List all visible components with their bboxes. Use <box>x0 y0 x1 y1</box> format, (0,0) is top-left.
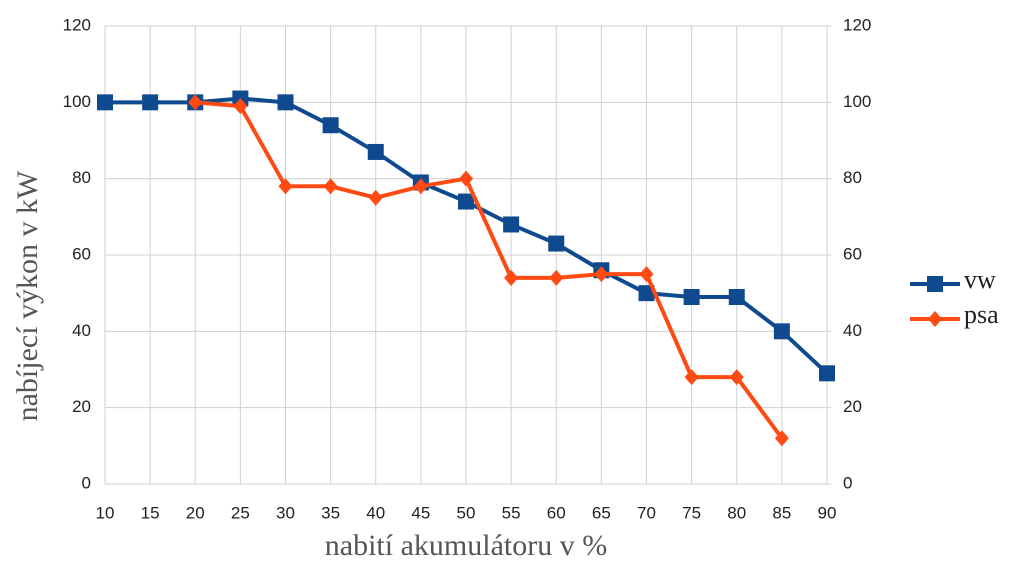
legend-label: vw <box>964 265 996 294</box>
x-tick-label: 90 <box>818 503 837 522</box>
y2-tick-label: 60 <box>843 244 862 263</box>
data-point <box>684 369 699 386</box>
y-tick-label: 0 <box>82 473 91 492</box>
data-point <box>278 178 293 195</box>
data-point <box>774 430 789 447</box>
y2-tick-label: 0 <box>843 473 852 492</box>
y-tick-label: 100 <box>63 92 91 111</box>
x-tick-label: 45 <box>411 503 430 522</box>
x-tick-label: 65 <box>592 503 611 522</box>
y-tick-label: 20 <box>72 397 91 416</box>
y-axis-label: nabíjecí výkon v kW <box>11 170 44 421</box>
x-tick-label: 60 <box>547 503 566 522</box>
data-point <box>503 216 520 233</box>
y2-tick-label: 120 <box>843 15 871 34</box>
data-point <box>549 269 564 286</box>
data-point <box>458 193 474 210</box>
x-tick-label: 15 <box>141 503 160 522</box>
data-point <box>459 170 473 187</box>
x-tick-label: 70 <box>637 503 656 522</box>
data-point <box>773 323 790 340</box>
x-tick-label: 30 <box>276 503 295 522</box>
x-tick-label: 75 <box>682 503 701 522</box>
data-point <box>728 288 745 305</box>
data-point <box>142 94 159 111</box>
x-tick-label: 50 <box>457 503 476 522</box>
legend-marker <box>927 276 943 292</box>
x-tick-label: 35 <box>321 503 340 522</box>
data-point <box>683 288 700 305</box>
x-tick-label: 25 <box>231 503 250 522</box>
data-point <box>97 94 113 111</box>
data-point <box>548 235 565 252</box>
series-line <box>195 100 784 440</box>
legend-label: psa <box>964 300 999 329</box>
x-tick-label: 85 <box>772 503 791 522</box>
data-point <box>367 143 384 160</box>
legend-marker <box>928 311 942 327</box>
data-point <box>639 266 654 283</box>
x-tick-label: 10 <box>96 503 115 522</box>
y-tick-label: 120 <box>63 15 91 34</box>
x-tick-label: 55 <box>502 503 521 522</box>
data-point <box>413 178 428 195</box>
data-point <box>368 189 383 206</box>
y2-tick-label: 20 <box>843 397 862 416</box>
x-tick-label: 80 <box>727 503 746 522</box>
x-tick-label: 40 <box>366 503 385 522</box>
data-point <box>504 269 519 286</box>
data-point <box>233 98 248 115</box>
data-point <box>277 94 294 111</box>
data-point <box>638 285 655 302</box>
data-point <box>729 369 744 386</box>
x-axis-label: nabití akumulátoru v % <box>325 529 607 562</box>
y-tick-label: 60 <box>72 244 91 263</box>
data-point <box>322 117 339 134</box>
y-tick-label: 40 <box>72 321 91 340</box>
y2-tick-label: 100 <box>843 92 871 111</box>
y2-tick-label: 80 <box>843 168 862 187</box>
data-point <box>323 178 338 195</box>
data-point <box>594 266 609 283</box>
x-tick-label: 20 <box>186 503 205 522</box>
y-tick-label: 80 <box>72 168 91 187</box>
y2-tick-label: 40 <box>843 321 862 340</box>
data-point <box>819 365 835 382</box>
data-point <box>188 94 203 111</box>
